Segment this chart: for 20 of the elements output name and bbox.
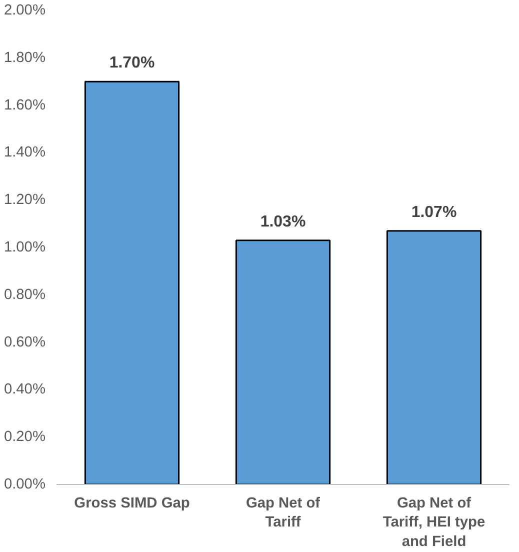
y-tick-label: 1.20% xyxy=(4,192,46,208)
bar xyxy=(386,230,482,484)
y-tick-label: 1.80% xyxy=(4,50,46,66)
y-tick-label: 1.40% xyxy=(4,144,46,161)
x-tick-label: Gap Net of Tariff, HEI type and Field xyxy=(382,496,486,550)
y-tick-label: 0.80% xyxy=(4,286,46,303)
y-tick-label: 1.60% xyxy=(4,97,46,114)
bar xyxy=(235,240,331,484)
data-label: 1.70% xyxy=(109,54,155,72)
bar xyxy=(84,80,180,484)
y-tick-label: 2.00% xyxy=(4,2,46,18)
y-tick-label: 0.00% xyxy=(4,476,46,492)
y-tick-label: 0.60% xyxy=(4,334,46,350)
x-tick-label: Gap Net of Tariff xyxy=(246,496,320,531)
data-label: 1.03% xyxy=(260,213,306,230)
y-tick-label: 1.00% xyxy=(4,240,46,256)
y-tick-label: 0.20% xyxy=(4,429,46,446)
y-tick-label: 0.40% xyxy=(4,382,46,398)
data-label: 1.07% xyxy=(411,204,457,221)
x-tick-label: Gross SIMD Gap xyxy=(74,496,190,512)
